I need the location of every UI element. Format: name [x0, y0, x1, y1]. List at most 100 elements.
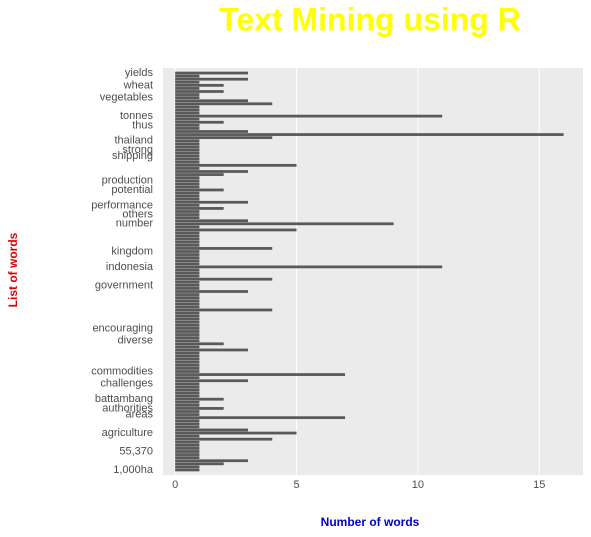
- bar: [175, 194, 200, 198]
- y-tick-label: number: [116, 218, 154, 230]
- bar: [175, 74, 200, 78]
- bar: [175, 247, 273, 250]
- bar: [175, 416, 346, 420]
- bar: [175, 287, 200, 290]
- bar: [175, 99, 248, 103]
- bar: [175, 207, 224, 210]
- bar: [175, 363, 200, 367]
- bar: [175, 351, 200, 355]
- bar: [175, 120, 224, 124]
- bar: [175, 142, 200, 146]
- x-tick-label: 15: [533, 479, 545, 491]
- bar: [175, 240, 200, 244]
- x-tick-label: 10: [412, 479, 424, 491]
- bar: [175, 213, 200, 216]
- bar: [175, 453, 200, 456]
- y-tick-label: kingdom: [111, 245, 153, 257]
- bar: [175, 133, 564, 136]
- bar: [175, 268, 200, 272]
- y-tick-label: challenges: [100, 378, 153, 390]
- bar: [175, 277, 273, 281]
- bar: [175, 191, 200, 195]
- bar: [175, 157, 200, 161]
- bar: [175, 77, 248, 81]
- bar: [175, 96, 200, 100]
- bar: [175, 203, 200, 207]
- bar: [175, 465, 200, 469]
- y-tick-label: areas: [125, 408, 153, 420]
- bar: [175, 123, 200, 127]
- bar: [175, 250, 200, 253]
- bar: [175, 225, 200, 229]
- y-tick-label: 55,370: [119, 445, 153, 457]
- bar: [175, 468, 200, 472]
- bar: [175, 197, 200, 201]
- y-tick-label: authorities: [102, 402, 153, 414]
- bar: [175, 336, 200, 340]
- bar: [175, 311, 200, 315]
- bar: [175, 93, 200, 96]
- bar: [175, 167, 200, 170]
- bar: [175, 139, 200, 143]
- bar: [175, 243, 200, 247]
- bar: [175, 200, 248, 204]
- bar: [175, 293, 200, 296]
- bar: [175, 447, 200, 450]
- y-tick-label: vegetables: [100, 92, 154, 104]
- bar: [175, 222, 394, 226]
- bar: [175, 127, 200, 130]
- bar: [175, 283, 200, 287]
- bar: [175, 431, 297, 435]
- bar: [175, 188, 224, 192]
- bar: [175, 299, 200, 303]
- y-tick-label: performance: [91, 199, 153, 211]
- y-tick-label: shipping: [112, 150, 153, 162]
- bar: [175, 259, 200, 263]
- bar: [175, 391, 200, 395]
- y-tick-label: production: [102, 175, 153, 187]
- bar: [175, 354, 200, 358]
- bar: [175, 407, 224, 410]
- y-tick-label: agriculture: [102, 427, 153, 439]
- bar: [175, 385, 200, 389]
- bar: [175, 160, 200, 164]
- bar: [175, 170, 248, 173]
- bar: [175, 339, 200, 343]
- bar: [175, 450, 200, 453]
- bar: [175, 114, 443, 118]
- bar: [175, 154, 200, 158]
- bar: [175, 185, 200, 189]
- bar: [175, 440, 200, 444]
- bar: [175, 314, 200, 318]
- bar: [175, 262, 200, 266]
- bar: [175, 305, 200, 309]
- x-tick-label: 5: [293, 479, 299, 491]
- bar: [175, 256, 200, 260]
- y-tick-label: indonesia: [106, 261, 154, 273]
- bar: [175, 234, 200, 238]
- bar: [175, 333, 200, 336]
- bar: [175, 376, 200, 380]
- bar: [175, 280, 200, 284]
- bar: [175, 327, 200, 330]
- bar: [175, 111, 200, 115]
- y-tick-label: commodities: [91, 365, 153, 377]
- bar: [175, 173, 224, 176]
- bar: [175, 136, 273, 140]
- y-tick-label: potential: [111, 184, 153, 196]
- bar: [175, 210, 200, 213]
- bar: [175, 108, 200, 112]
- bar: [175, 219, 248, 223]
- y-tick-label: others: [122, 208, 153, 220]
- bar: [175, 216, 200, 220]
- bar: [175, 330, 200, 333]
- bar: [175, 379, 248, 383]
- bar: [175, 182, 200, 186]
- bar: [175, 443, 200, 447]
- bar: [175, 434, 200, 438]
- bar: [175, 370, 200, 373]
- bar: [175, 87, 200, 90]
- bar: [175, 422, 200, 426]
- bar: [175, 228, 297, 232]
- bar: [175, 83, 224, 87]
